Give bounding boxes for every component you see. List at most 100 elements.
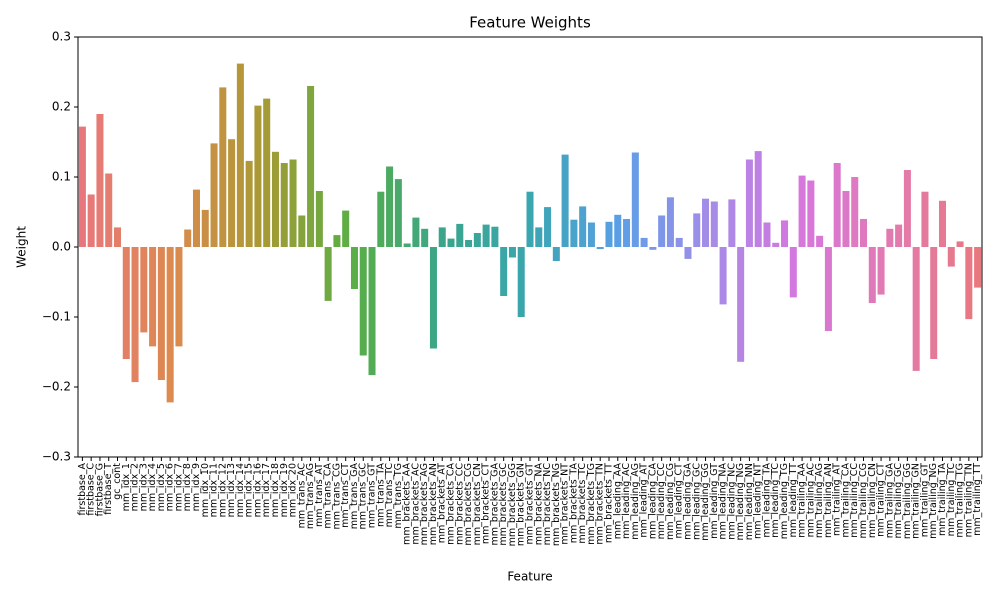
bar <box>789 247 797 298</box>
x-tick-label: mm_trailing_CC <box>849 463 860 538</box>
bar <box>368 247 376 376</box>
x-tick-label: mm_trailing_CG <box>858 463 869 538</box>
y-axis-label: Weight <box>15 226 29 268</box>
bar <box>781 220 789 247</box>
x-tick-label: firstbase_T <box>103 463 114 515</box>
x-tick-label: mm_idx_7 <box>173 463 184 511</box>
bar <box>412 217 420 247</box>
x-tick-label: mm_brackets_TT <box>603 463 614 543</box>
x-tick-label: mm_brackets_CA <box>446 463 457 545</box>
x-tick-label: mm_brackets_TN <box>595 463 606 545</box>
bar <box>860 219 868 247</box>
bar <box>254 105 262 247</box>
bar <box>807 180 815 247</box>
x-tick-label: mm_brackets_GG <box>507 463 518 546</box>
x-tick-label: mm_idx_15 <box>244 463 255 517</box>
bar <box>228 139 236 247</box>
x-tick-label: mm_idx_20 <box>288 463 299 517</box>
bar <box>482 224 490 247</box>
x-axis-label: Feature <box>507 570 552 584</box>
x-tick-label: mm_brackets_AG <box>419 463 430 545</box>
bar <box>956 241 964 247</box>
x-tick-label: mm_leading_CG <box>665 463 676 540</box>
x-tick-label: mm_idx_5 <box>156 463 167 511</box>
x-tick-label: mm_trans_CA <box>323 463 334 529</box>
x-tick-label: mm_brackets_NA <box>533 463 544 546</box>
x-tick-label: firstbase_A <box>77 463 88 516</box>
x-tick-label: mm_leading_TC <box>770 463 781 538</box>
x-tick-label: mm_trailing_AG <box>814 463 825 538</box>
x-tick-label: mm_brackets_NT <box>560 463 571 545</box>
bar <box>157 247 165 380</box>
plot-frame <box>77 36 983 458</box>
bar <box>842 191 850 247</box>
x-tick-label: mm_trans_GC <box>358 463 369 530</box>
x-tick-label: mm_leading_TT <box>788 463 799 538</box>
bar <box>649 247 657 250</box>
bar <box>324 247 332 301</box>
x-tick-label: mm_trailing_CN <box>867 463 878 538</box>
bar <box>359 247 367 356</box>
bar <box>938 200 947 247</box>
x-tick-label: mm_trans_TA <box>375 463 386 527</box>
x-tick-label: mm_trailing_AC <box>805 463 816 538</box>
x-tick-label: mm_brackets_GN <box>516 463 527 546</box>
x-tick-label: mm_brackets_NG <box>551 463 562 546</box>
bar <box>263 98 271 247</box>
bar <box>465 240 473 247</box>
bar <box>403 243 411 247</box>
bar <box>693 213 701 247</box>
x-tick-label: mm_leading_AT <box>639 463 650 538</box>
bar <box>245 160 253 247</box>
x-tick-label: mm_leading_TG <box>779 463 790 539</box>
x-tick-label: mm_leading_CT <box>674 463 685 539</box>
x-tick-label: mm_idx_19 <box>279 463 290 517</box>
x-tick-label: mm_idx_18 <box>270 463 281 517</box>
bar <box>429 247 437 349</box>
bar <box>535 227 543 247</box>
bar <box>719 247 727 305</box>
y-tick-label: −0.2 <box>42 380 71 394</box>
x-tick-label: mm_trailing_AN <box>823 463 834 538</box>
bar <box>587 222 595 247</box>
x-tick-label: mm_trailing_GN <box>911 463 922 539</box>
x-tick-label: mm_trailing_TA <box>937 463 948 536</box>
bar <box>833 163 841 247</box>
bar <box>473 233 481 247</box>
x-tick-label: mm_trailing_TN <box>963 463 974 537</box>
bar <box>623 219 631 247</box>
bar <box>710 201 718 247</box>
x-tick-label: mm_brackets_NC <box>542 463 553 546</box>
bar <box>96 114 104 247</box>
x-tick-label: mm_trailing_NG <box>928 463 939 539</box>
x-tick-label: mm_brackets_GC <box>498 463 509 546</box>
bar <box>394 179 402 247</box>
bar <box>491 226 499 247</box>
x-tick-label: mm_idx_4 <box>147 463 158 511</box>
x-tick-label: firstbase_G <box>94 463 105 516</box>
bar <box>438 227 446 247</box>
x-tick-label: mm_trailing_GA <box>884 463 895 539</box>
x-tick-label: mm_trailing_GC <box>893 463 904 539</box>
x-tick-label: mm_idx_3 <box>138 463 149 511</box>
x-tick-label: mm_leading_AG <box>630 463 641 540</box>
x-tick-label: mm_trans_CG <box>331 463 342 529</box>
x-tick-label: mm_leading_NN <box>744 463 755 540</box>
x-tick-label: firstbase_C <box>86 463 97 516</box>
x-tick-label: gc_cont <box>112 463 123 500</box>
bar <box>702 198 710 247</box>
bar <box>596 247 604 250</box>
bar <box>666 197 674 247</box>
x-tick-label: mm_idx_2 <box>130 463 141 511</box>
x-tick-label: mm_trans_AG <box>305 463 316 529</box>
bar <box>614 214 622 247</box>
bar <box>149 247 157 347</box>
bar <box>289 159 297 247</box>
bar <box>298 215 306 247</box>
bar <box>561 154 569 247</box>
bar <box>640 237 648 247</box>
x-tick-label: mm_idx_12 <box>217 463 228 517</box>
bar <box>517 247 525 317</box>
y-tick-label: 0.3 <box>52 30 71 44</box>
